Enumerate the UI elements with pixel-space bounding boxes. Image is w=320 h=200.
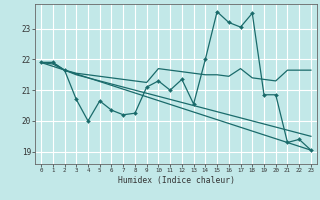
X-axis label: Humidex (Indice chaleur): Humidex (Indice chaleur) [117,176,235,185]
